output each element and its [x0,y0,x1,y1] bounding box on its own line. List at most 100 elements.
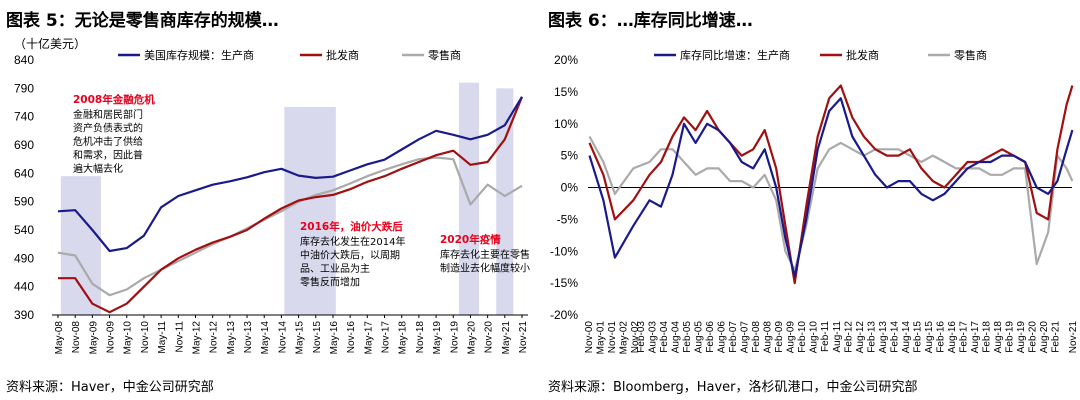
left-x-tick-label: Nov-12 [209,321,220,354]
left-x-tick-label: May-09 [88,321,99,355]
right-x-tick-label: Aug-09 [786,321,797,354]
right-x-tick-label: Feb-06 [705,321,716,353]
left-x-tick-label: May-14 [260,321,271,355]
left-y-tick-label: 440 [14,280,34,294]
right-y-tick-label: -10% [550,244,578,258]
right-x-tick-label: Feb-19 [1005,321,1016,353]
left-annotation-title: 2016年，油价大跌后 [300,220,403,233]
right-x-tick-label: Feb-11 [820,321,831,352]
right-source-note: 资料来源：Bloomberg，Haver，洛杉矶港口，中金公司研究部 [548,380,918,395]
left-chart: （十亿美元） 390 440 490 540 590 640 690 740 790 840 Ma… [14,36,530,354]
left-x-tick-label: Nov-21 [518,321,529,354]
left-annotation-line: 资产负债表式的 [73,122,143,135]
left-x-tick-label: May-17 [363,321,374,355]
left-x-tick-label: May-11 [157,321,168,354]
left-source-note: 资料来源：Haver，中金公司研究部 [6,380,214,395]
right-x-tick-label: Aug-11 [832,321,843,353]
left-x-tick-label: May-10 [123,321,134,355]
right-x-tick-label: Aug-03 [647,321,658,354]
right-y-tick-label: 5% [561,149,579,163]
left-x-tick-label: May-12 [191,321,202,355]
right-x-tick-label: Aug-18 [993,321,1004,354]
right-x-tick-label: Aug-04 [670,321,681,354]
left-x-tick-label: May-15 [295,321,306,355]
left-annotation-line: 零售反而增加 [300,276,360,289]
left-x-tick-label: Nov-16 [346,321,357,354]
right-x-tick-label: Feb-12 [843,321,854,353]
right-y-tick-label: 10% [554,117,578,131]
right-legend-label: 库存同比增速：生产商 [680,48,790,62]
left-annotation-line: 库存去化发生在2014年 [300,235,405,248]
right-y-tick-label: -20% [550,308,578,322]
right-x-tick-label: Feb-21 [1051,321,1062,353]
left-annotation-title: 2008年金融危机 [73,93,155,106]
right-y-tick-label: 20% [554,53,578,67]
right-x-tick-label: Feb-07 [728,321,739,353]
right-y-tick-label: 15% [554,85,578,99]
left-y-tick-label: 490 [14,251,34,265]
left-x-tick-label: Nov-17 [381,321,392,354]
right-x-tick-label: May-02 [619,321,630,355]
left-x-tick-label: May-19 [432,321,443,355]
left-legend-label: 美国库存规模：生产商 [144,48,254,62]
left-unit-label: （十亿美元） [14,36,86,51]
left-x-tick-label: May-08 [54,321,65,355]
left-x-tick-label: May-20 [466,321,477,355]
right-x-tick-label: Aug-12 [855,321,866,354]
right-x-tick-label: Aug-17 [970,321,981,354]
left-x-tick-label: Nov-08 [71,321,82,354]
right-x-tick-label: Aug-06 [717,321,728,354]
left-annotation-line: 和需求，因此普 [73,149,143,162]
left-series-line-1 [58,96,524,314]
left-x-tick-label: Nov-09 [106,321,117,354]
left-chart-title: 图表 5：无论是零售商库存的规模… [6,11,279,31]
left-annotation-line: 中油价大跌后，以周期 [300,249,400,262]
right-x-tick-label: Feb-03 [636,321,647,353]
left-annotation-line: 金融和居民部门 [73,108,143,121]
left-y-tick-label: 840 [14,53,34,67]
left-shaded-period [284,107,336,316]
left-series-line-0 [57,96,523,253]
right-x-tick-label: Aug-15 [924,321,935,354]
right-x-tick-label: Feb-17 [959,321,970,353]
right-chart-title: 图表 6：…库存同比增速… [548,11,753,31]
right-x-tick-label: Feb-09 [774,321,785,353]
left-y-tick-label: 740 [14,110,34,124]
left-x-tick-label: Nov-11 [174,321,185,353]
right-y-tick-label: -5% [557,212,579,226]
left-y-tick-label: 790 [14,81,34,95]
left-x-tick-label: May-18 [398,321,409,355]
left-x-tick-label: May-13 [226,321,237,355]
left-y-tick-label: 390 [14,308,34,322]
left-y-tick-label: 540 [14,223,34,237]
left-x-tick-label: Nov-10 [140,321,151,354]
right-x-tick-label: Feb-14 [889,321,900,353]
right-x-tick-label: Aug-08 [763,321,774,354]
right-series-line-1 [588,84,1074,285]
right-x-tick-label: Feb-20 [1028,321,1039,353]
right-x-tick-label: Aug-14 [901,321,912,354]
left-legend-label: 零售商 [428,48,461,62]
left-x-tick-label: May-16 [329,321,340,355]
right-x-tick-label: Feb-04 [659,321,670,353]
right-x-tick-label: Aug-10 [809,321,820,354]
right-y-tick-label: -15% [550,276,578,290]
right-x-tick-label: Aug-19 [1016,321,1027,354]
left-annotation-title: 2020年疫情 [440,233,501,246]
left-x-tick-label: May-21 [501,321,512,355]
right-x-tick-label: Aug-07 [740,321,751,354]
left-annotation-line: 制造业去化幅度较小 [440,262,530,275]
right-chart: 20% 15% 10% 5% 0% -5% -10% -15% -20% Nov-00 May-0… [550,48,1079,354]
left-y-tick-label: 690 [14,138,34,152]
right-x-tick-label: Aug-13 [878,321,889,354]
right-x-tick-label: Nov-00 [584,321,595,354]
left-annotation-line: 危机冲击了供给 [73,135,143,148]
right-x-tick-label: Feb-08 [751,321,762,353]
left-annotation-line: 遍大幅去化 [73,162,123,175]
left-x-tick-label: Nov-20 [484,321,495,354]
right-x-tick-label: Aug-20 [1039,321,1050,354]
right-y-tick-label: 0% [561,181,579,195]
left-x-tick-label: Nov-13 [243,321,254,354]
left-x-tick-label: Nov-18 [415,321,426,354]
